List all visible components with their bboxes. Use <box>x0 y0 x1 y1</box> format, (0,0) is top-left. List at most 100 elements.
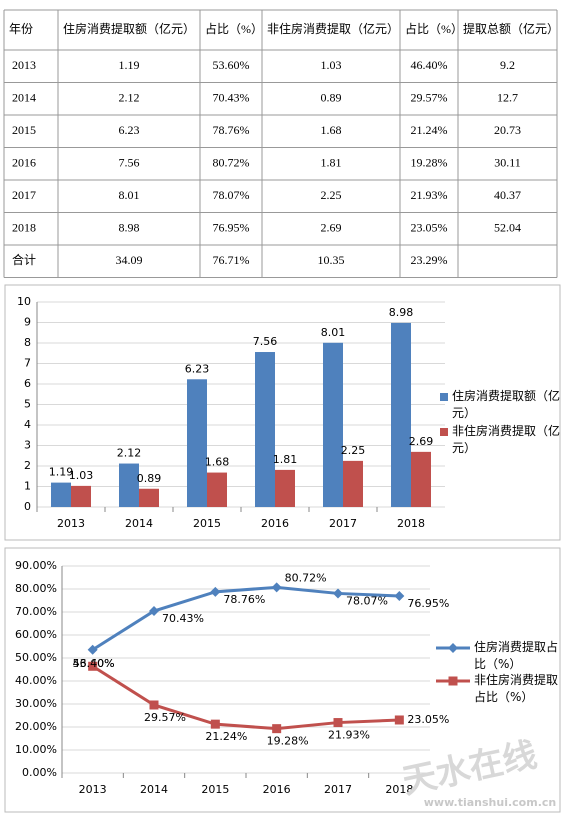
bar <box>139 488 159 507</box>
bar <box>323 342 343 507</box>
data-label: 46.40% <box>73 657 115 670</box>
legend-swatch <box>440 428 448 436</box>
data-label: 1.19 <box>49 466 74 479</box>
x-tick-label: 2014 <box>140 783 168 796</box>
data-label: 2.25 <box>341 444 366 457</box>
data-label: 70.43% <box>162 612 204 625</box>
y-tick-label: 70.00% <box>15 605 57 618</box>
table-cell: 2.69 <box>321 221 342 235</box>
data-table: 年份 住房消费提取额（亿元） 占比（%） 非住房消费提取（亿元） 占比（%） 提取总额（亿… <box>3 9 559 278</box>
y-tick-label: 2 <box>24 459 31 472</box>
point-marker <box>448 643 458 653</box>
x-tick-label: 2016 <box>263 783 291 796</box>
legend-label: 非住房消费提取占比（%） <box>474 673 559 704</box>
data-label: 19.28% <box>267 735 309 748</box>
bar <box>187 379 207 507</box>
data-label: 80.72% <box>285 571 327 584</box>
table-cell: 46.40% <box>411 58 448 72</box>
table-cell: 20.73 <box>494 123 521 137</box>
bar <box>119 463 139 507</box>
y-tick-label: 90.00% <box>15 559 57 572</box>
data-label: 1.03 <box>69 469 94 482</box>
point-marker <box>333 718 343 728</box>
series-line <box>91 665 400 731</box>
y-tick-label: 6 <box>24 377 31 390</box>
legend-label: 住房消费提取占比（%） <box>474 640 559 671</box>
data-label: 7.56 <box>253 335 278 348</box>
y-tick-label: 4 <box>24 418 31 431</box>
table-cell: 1.03 <box>321 58 342 72</box>
table-cell: 2017 <box>12 188 36 202</box>
table-cell: 1.19 <box>119 58 140 72</box>
y-tick-label: 60.00% <box>15 628 57 641</box>
table-cell: 7.56 <box>119 156 140 170</box>
y-tick-label: 20.00% <box>15 720 57 733</box>
y-tick-label: 0 <box>24 500 31 513</box>
point-marker <box>149 606 159 617</box>
data-label: 0.89 <box>137 472 162 485</box>
legend-entry: 非住房消费提取占比（%） <box>474 673 559 704</box>
table-cell: 29.57% <box>411 91 448 105</box>
legend-swatch <box>440 393 448 401</box>
table-cell: 30.11 <box>494 156 521 170</box>
x-tick-label: 2018 <box>397 517 425 530</box>
table-cell: 1.81 <box>321 156 342 170</box>
table-cell: 53.60% <box>213 58 250 72</box>
table-cell: 合计 <box>12 252 36 267</box>
data-label: 21.24% <box>205 730 247 743</box>
data-label: 1.68 <box>205 456 230 469</box>
x-tick-label: 2015 <box>193 517 221 530</box>
y-tick-label: 10 <box>17 295 31 308</box>
table-cell: 23.29% <box>411 253 448 267</box>
data-label: 1.81 <box>273 453 298 466</box>
x-tick-label: 2017 <box>324 783 352 796</box>
x-tick-label: 2018 <box>385 783 413 796</box>
table-header-cell: 占比（%） <box>205 21 263 36</box>
data-label: 2.69 <box>409 435 434 448</box>
table-header-cell: 提取总额（亿元） <box>463 21 559 36</box>
legend-label: 住房消费提取额（亿元） <box>452 389 561 420</box>
point-marker <box>271 582 282 593</box>
point-marker <box>333 588 343 599</box>
y-tick-label: 9 <box>24 316 31 329</box>
table-cell: 80.72% <box>213 156 250 170</box>
data-label: 8.01 <box>321 326 346 339</box>
table-cell: 2018 <box>12 221 36 235</box>
bar <box>343 460 363 507</box>
table-cell: 2016 <box>12 156 36 170</box>
table-cell: 2.12 <box>119 91 140 105</box>
table-cell: 10.35 <box>318 253 345 267</box>
table-cell: 6.23 <box>119 123 140 137</box>
table-cell: 21.24% <box>411 123 448 137</box>
x-tick-label: 2013 <box>57 517 85 530</box>
point-marker <box>87 644 98 655</box>
y-tick-label: 7 <box>24 357 31 370</box>
x-tick-label: 2017 <box>329 517 357 530</box>
bar <box>71 485 91 507</box>
table-header-cell: 占比（%） <box>405 21 463 36</box>
table-cell: 78.76% <box>213 123 250 137</box>
legend-entry: 非住房消费提取（亿元） <box>452 424 560 455</box>
watermark-url: www.tianshui.com.cn <box>424 796 556 809</box>
table-cell: 8.98 <box>119 221 140 235</box>
table-cell: 12.7 <box>497 91 518 105</box>
y-tick-label: 80.00% <box>15 582 57 595</box>
point-marker <box>210 586 221 597</box>
table-cell: 9.2 <box>500 58 515 72</box>
table-cell: 8.01 <box>119 188 140 202</box>
table-cell: 2015 <box>12 123 36 137</box>
bar <box>275 469 295 507</box>
table-header-cell: 住房消费提取额（亿元） <box>63 21 195 36</box>
table-cell: 70.43% <box>213 91 250 105</box>
table-cell: 76.71% <box>213 253 250 267</box>
y-tick-label: 10.00% <box>15 743 57 756</box>
table-cell: 2014 <box>12 91 36 105</box>
y-tick-label: 30.00% <box>15 697 57 710</box>
table-cell: 19.28% <box>411 156 448 170</box>
x-tick-label: 2014 <box>125 517 153 530</box>
y-tick-label: 40.00% <box>15 674 57 687</box>
legend-entry: 住房消费提取占比（%） <box>474 640 559 671</box>
series-line <box>91 585 400 651</box>
table-cell: 78.07% <box>213 188 250 202</box>
